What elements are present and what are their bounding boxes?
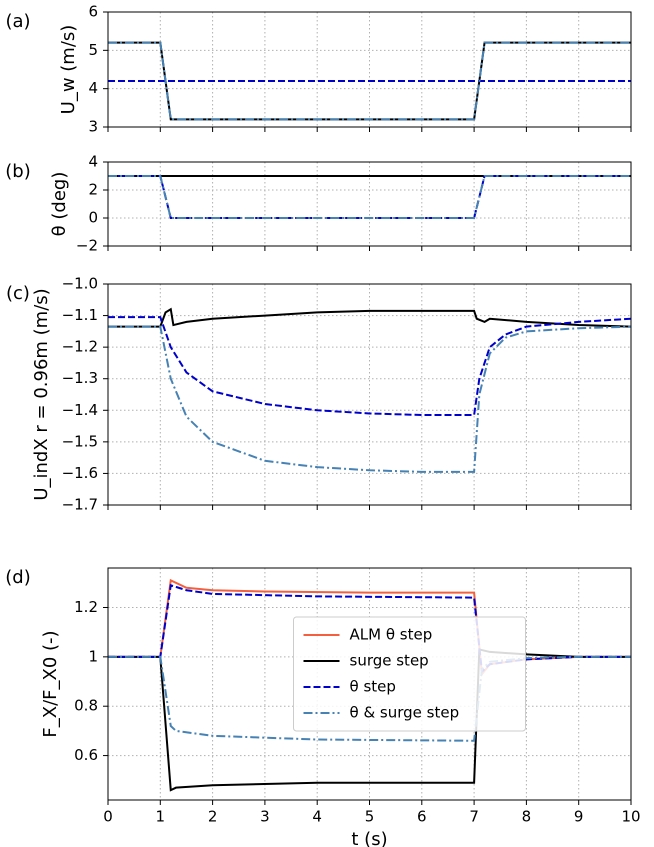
- x-axis-label: t (s): [351, 829, 387, 847]
- x-tick-label: 5: [365, 808, 375, 826]
- y-tick-label: 5: [88, 41, 98, 59]
- legend-box: [293, 616, 526, 732]
- y-tick-label: 4: [88, 79, 98, 97]
- axes-frame: [107, 283, 632, 506]
- x-tick-label: 9: [574, 808, 584, 826]
- x-tick-label: 0: [103, 808, 113, 826]
- y-tick-label: −1.0: [62, 275, 98, 293]
- x-tick-label: 1: [156, 808, 166, 826]
- line-series: [108, 316, 631, 417]
- line-series: [108, 41, 631, 121]
- y-axis-label: θ (deg): [49, 172, 70, 237]
- x-tick-label: 4: [312, 808, 322, 826]
- y-tick-label: 0: [88, 209, 98, 227]
- legend-label: θ & surge step: [350, 704, 460, 722]
- y-axis-label: F_X/F_X0 (-): [40, 630, 61, 737]
- line-series: [108, 307, 631, 328]
- x-tick-label: 10: [621, 808, 640, 826]
- panel-label: (a): [5, 11, 30, 32]
- y-tick-label: −1.5: [62, 432, 98, 450]
- legend-label: ALM θ step: [350, 626, 433, 644]
- y-tick-label: −1.3: [62, 369, 98, 387]
- x-tick-label: 7: [469, 808, 479, 826]
- y-tick-label: 1: [88, 647, 98, 665]
- axes-frame: [107, 161, 632, 247]
- y-tick-label: −1.6: [62, 464, 98, 482]
- y-tick-label: 3: [88, 118, 98, 136]
- line-series: [108, 583, 631, 674]
- x-tick-label: 3: [260, 808, 270, 826]
- line-series: [108, 175, 631, 219]
- x-tick-label: 8: [522, 808, 532, 826]
- y-tick-label: 6: [88, 3, 98, 21]
- y-tick-label: 1.2: [74, 598, 98, 616]
- axes-frame: [107, 11, 632, 128]
- line-series: [108, 325, 631, 473]
- panel-label: (c): [6, 283, 30, 304]
- line-series: [108, 648, 631, 792]
- y-tick-label: −1.7: [62, 496, 98, 514]
- x-tick-label: 2: [208, 808, 218, 826]
- axes-frame: [107, 567, 632, 801]
- y-tick-label: 2: [88, 181, 98, 199]
- y-axis-label: U_indX r = 0.96m (m/s): [31, 288, 52, 500]
- y-tick-label: 4: [88, 153, 98, 171]
- panel-label: (b): [5, 161, 30, 182]
- panel-label: (d): [5, 567, 30, 588]
- y-tick-label: 0.6: [74, 746, 98, 764]
- legend-label: θ step: [350, 678, 396, 696]
- y-tick-label: −2: [76, 237, 98, 255]
- y-axis-label: U_w (m/s): [58, 25, 79, 115]
- legend-label: surge step: [350, 652, 429, 670]
- y-tick-label: 0.8: [74, 697, 98, 715]
- y-tick-label: −1.2: [62, 338, 98, 356]
- y-tick-label: −1.1: [62, 306, 98, 324]
- line-series: [108, 655, 631, 742]
- x-tick-label: 6: [417, 808, 427, 826]
- y-tick-label: −1.4: [62, 401, 98, 419]
